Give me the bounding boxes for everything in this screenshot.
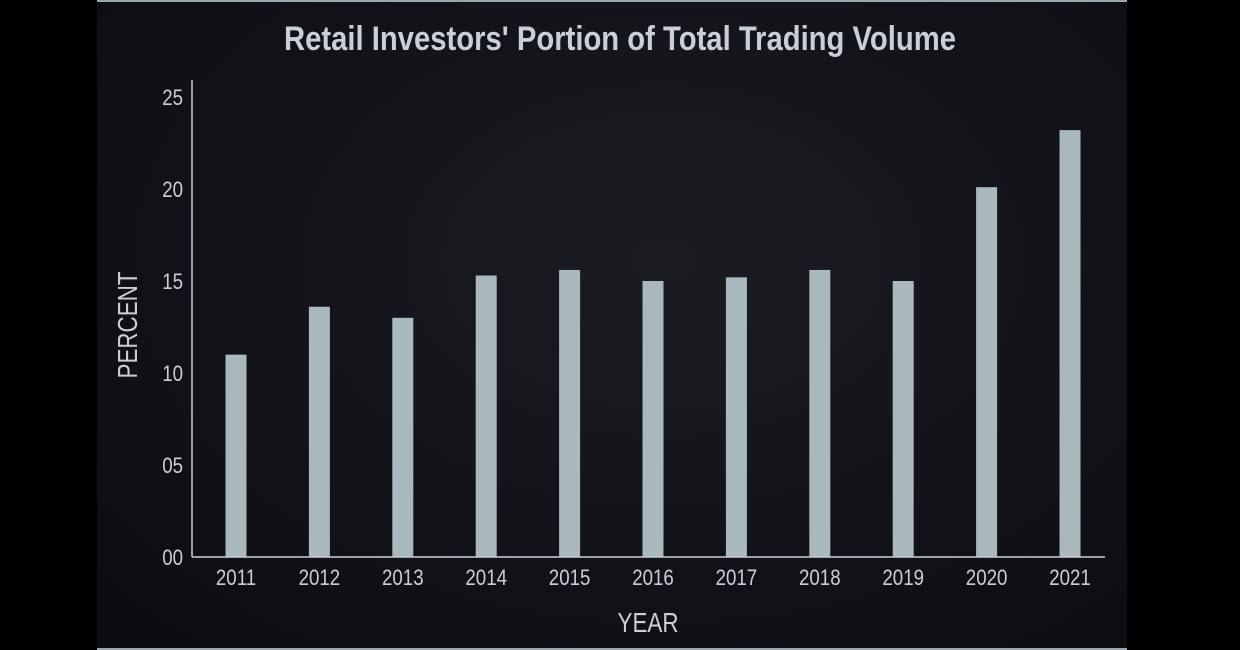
- x-tick-label: 2016: [632, 567, 674, 591]
- x-tick-label: 2011: [216, 567, 256, 591]
- y-tick-label: 15: [162, 271, 183, 295]
- x-tick-label: 2015: [549, 567, 591, 591]
- x-axis-label: YEAR: [618, 608, 679, 639]
- x-tick-label: 2019: [882, 567, 924, 591]
- bar-2015: [559, 269, 581, 557]
- y-tick-label: 05: [162, 455, 183, 479]
- chart-background: [97, 0, 1127, 650]
- bar-2017: [725, 277, 747, 557]
- x-tick-label: 2012: [299, 567, 341, 591]
- bar-2012: [308, 306, 330, 557]
- x-tick-label: 2018: [799, 567, 841, 591]
- bar-2019: [892, 281, 914, 557]
- bar-2018: [809, 269, 831, 557]
- x-tick-label: 2014: [465, 567, 507, 591]
- y-tick-label: 00: [162, 547, 183, 571]
- x-tick-label: 2013: [382, 567, 424, 591]
- x-tick-label: 2021: [1049, 567, 1091, 591]
- y-tick-label: 20: [162, 179, 183, 203]
- chart-title: Retail Investors' Portion of Total Tradi…: [284, 20, 956, 58]
- bar-2013: [392, 317, 414, 557]
- bar-2011: [225, 354, 247, 557]
- y-tick-label: 10: [162, 363, 183, 387]
- bar-2014: [475, 275, 497, 557]
- bar-2016: [642, 281, 664, 557]
- bar-2020: [976, 187, 998, 557]
- bar-2021: [1059, 130, 1081, 557]
- y-tick-label: 25: [162, 87, 183, 111]
- x-tick-label: 2020: [966, 567, 1008, 591]
- x-tick-label: 2017: [716, 567, 758, 591]
- y-axis-label: PERCENT: [113, 272, 144, 379]
